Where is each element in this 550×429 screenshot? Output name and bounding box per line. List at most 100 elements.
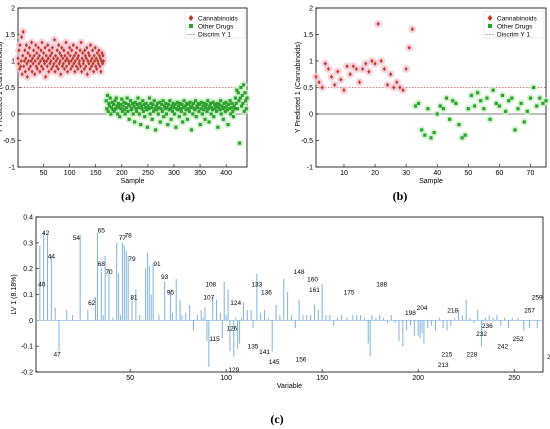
other-drug-point: [106, 109, 110, 113]
other-drug-point: [212, 102, 217, 107]
other-drug-point: [158, 120, 162, 124]
cannabinoid-point: [76, 66, 80, 72]
other-drug-point: [240, 93, 244, 98]
cannabinoid-point: [41, 66, 45, 72]
cannabinoid-point: [401, 88, 405, 93]
bar-annotation: 65: [98, 227, 106, 234]
bar-annotation: 79: [128, 256, 136, 263]
other-drug-point: [116, 112, 120, 116]
cannabinoid-point: [51, 64, 55, 69]
cannabinoid-point: [86, 50, 90, 56]
other-drug-point: [212, 115, 216, 119]
other-drug-point: [225, 104, 229, 108]
cannabinoid-point: [27, 66, 31, 72]
x-tick-label: 250: [508, 375, 520, 382]
cannabinoid-point: [376, 21, 380, 26]
other-drug-point: [216, 106, 221, 110]
other-drug-point: [116, 101, 120, 105]
other-drug-point: [138, 101, 142, 105]
other-drug-point: [201, 104, 205, 108]
cannabinoid-point: [62, 66, 67, 72]
cannabinoid-point: [82, 58, 86, 64]
cannabinoid-point: [65, 69, 70, 74]
cannabinoid-point: [49, 58, 53, 64]
other-drug-point: [194, 115, 198, 119]
bar-annotation: 68: [98, 261, 106, 268]
x-tick-label: 20: [371, 170, 379, 177]
cannabinoid-point: [32, 48, 36, 53]
x-tick-label: 200: [116, 170, 128, 177]
bar-annotation: 267: [547, 354, 550, 361]
cannabinoid-point: [73, 58, 77, 64]
other-drug-point: [420, 128, 424, 132]
other-drug-point: [127, 117, 131, 121]
cannabinoid-point: [45, 58, 49, 64]
y-tick-label: 0.2: [23, 266, 33, 273]
cannabinoid-point: [88, 43, 93, 48]
other-drug-point: [423, 133, 427, 137]
other-drug-point: [128, 99, 133, 103]
other-drug-point: [206, 99, 210, 103]
cannabinoid-point: [40, 56, 45, 61]
other-drug-point: [162, 104, 166, 108]
cannabinoid-point: [21, 53, 25, 58]
other-drug-point: [426, 107, 430, 111]
other-drug-point: [210, 106, 214, 110]
other-drug-point: [143, 115, 147, 119]
cannabinoid-point: [317, 80, 321, 85]
legend-label-cannabinoids: Cannabinoids: [497, 15, 538, 22]
other-drug-point: [224, 100, 228, 104]
other-drug-point: [177, 104, 181, 108]
cannabinoid-point: [36, 45, 40, 50]
other-drug-point: [198, 123, 202, 127]
x-tick-label: 30: [402, 170, 410, 177]
cannabinoid-point: [82, 66, 86, 72]
cannabinoid-point: [29, 58, 33, 64]
chart-a: 50 100 150 200 250 300 350 400 -1 -0.5 0 0.5 1 1.5 2 Ca…: [0, 6, 251, 185]
cannabinoid-point: [339, 77, 343, 82]
other-drug-point: [416, 101, 421, 105]
y-tick-label: 0.5: [303, 85, 313, 92]
other-drug-point: [157, 106, 161, 110]
bar-annotation: 218: [447, 308, 458, 315]
other-drug-point: [141, 99, 145, 103]
y-tick-label: -0.5: [301, 138, 313, 145]
other-drug-point: [513, 128, 517, 132]
x-tick-label: 70: [527, 170, 535, 177]
x-tick-label: 100: [220, 375, 232, 382]
other-drug-point: [202, 108, 206, 112]
other-drug-point: [507, 99, 511, 103]
other-drug-point: [112, 109, 116, 113]
cannabinoid-point: [41, 50, 46, 56]
other-drug-point: [156, 112, 160, 116]
cannabinoid-point: [96, 61, 100, 66]
cannabinoid-point: [25, 74, 29, 79]
chart-b: 10 20 30 40 50 60 70 -1 -0.5 0 0.5 1 1.5 2 Cannabinoid…: [295, 6, 550, 185]
x-tick-label: 60: [495, 170, 503, 177]
other-drug-point: [149, 106, 154, 110]
bar-annotation: 124: [230, 300, 241, 307]
cannabinoid-point: [91, 48, 95, 53]
y-tick-label: 0: [309, 112, 313, 119]
x-tick-label: 100: [64, 170, 76, 177]
cannabinoid-point: [33, 72, 37, 77]
panel-label-c: (c): [270, 412, 283, 426]
other-drug-point: [229, 106, 234, 110]
cannabinoid-point: [36, 56, 40, 61]
cannabinoid-point: [66, 50, 70, 56]
legend-label-other: Other Drugs: [497, 24, 533, 31]
cannabinoid-point: [20, 72, 24, 77]
other-drug-point: [220, 104, 224, 108]
other-drug-point: [122, 108, 127, 112]
cannabinoid-point: [74, 50, 78, 56]
cannabinoid-point: [101, 53, 105, 58]
bar-annotation: 54: [73, 235, 81, 242]
cannabinoid-point: [44, 74, 48, 79]
bar-annotation: 108: [205, 282, 216, 289]
other-drug-point: [466, 107, 470, 111]
cannabinoid-point: [23, 69, 27, 74]
cannabinoid-point: [17, 48, 21, 53]
cannabinoid-point: [22, 58, 26, 64]
other-drug-point: [504, 109, 508, 113]
other-drug-point: [160, 102, 164, 107]
